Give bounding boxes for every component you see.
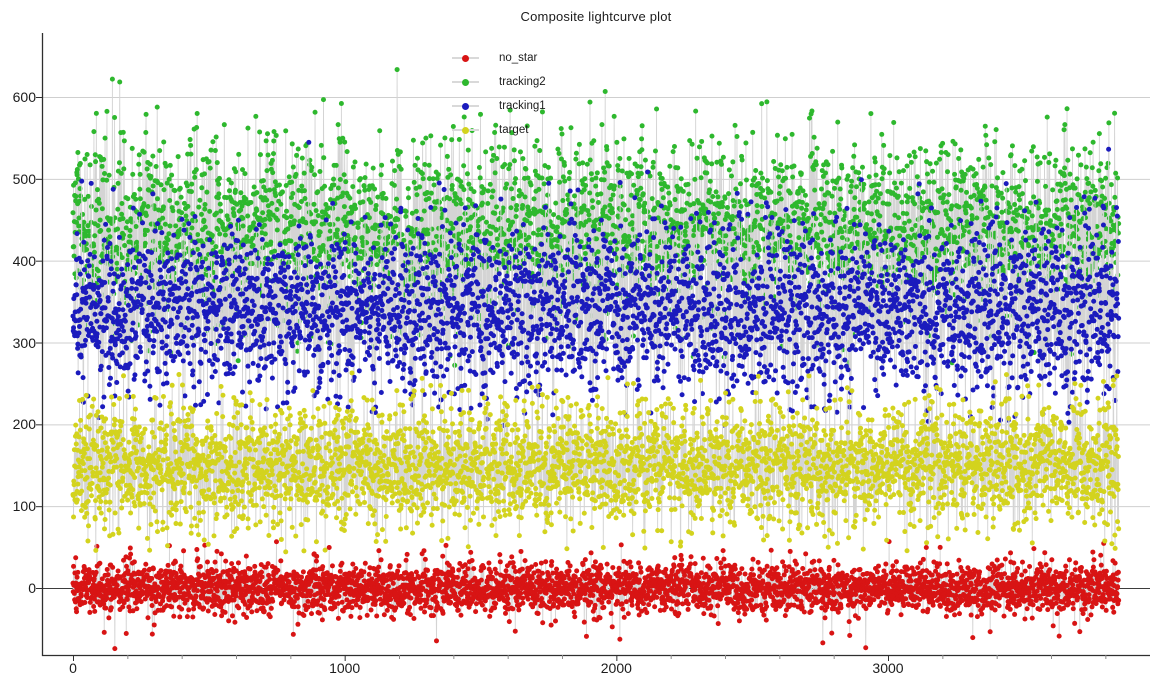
legend-dot xyxy=(462,78,469,86)
legend-marker-icon xyxy=(452,101,479,111)
legend-label: target xyxy=(499,124,529,136)
legend-dot xyxy=(462,102,469,110)
legend-item-tracking1[interactable]: tracking1 xyxy=(452,94,546,118)
legend: no_star tracking2 tracking1 target xyxy=(452,46,546,142)
legend-item-target[interactable]: target xyxy=(452,118,546,142)
legend-label: no_star xyxy=(499,52,538,64)
chart-title: Composite lightcurve plot xyxy=(520,9,672,24)
legend-marker-icon xyxy=(452,125,479,135)
legend-marker-icon xyxy=(452,77,479,87)
legend-marker-icon xyxy=(452,53,479,63)
legend-dot xyxy=(462,126,469,134)
legend-item-no_star[interactable]: no_star xyxy=(452,46,546,70)
legend-dot xyxy=(462,54,469,62)
legend-label: tracking2 xyxy=(499,76,546,88)
legend-label: tracking1 xyxy=(499,100,546,112)
legend-item-tracking2[interactable]: tracking2 xyxy=(452,70,546,94)
